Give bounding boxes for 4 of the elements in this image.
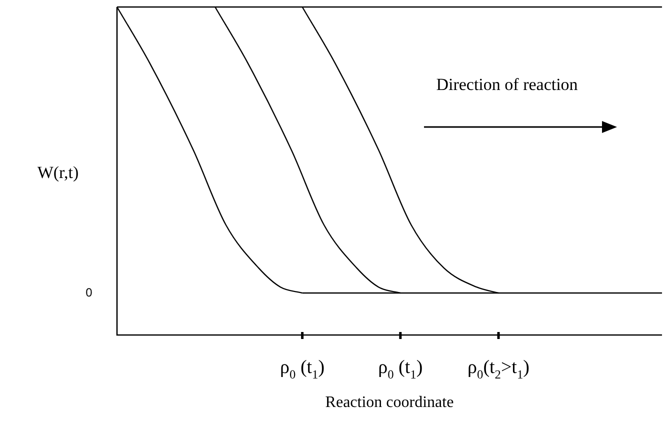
x-axis-title: Reaction coordinate xyxy=(325,394,454,411)
y-axis-title: W(r,t) xyxy=(37,163,79,182)
annotation: Direction of reaction xyxy=(436,75,578,94)
text: 0 xyxy=(86,285,93,300)
